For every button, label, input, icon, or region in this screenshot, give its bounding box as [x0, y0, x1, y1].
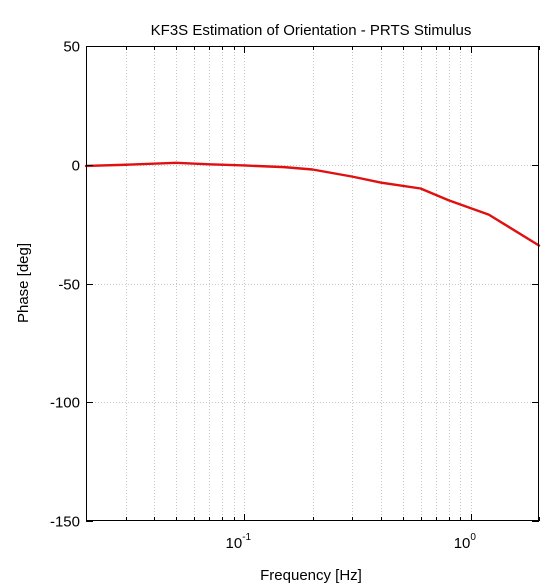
plot-frame — [86, 46, 539, 521]
plot-area — [86, 46, 539, 521]
x-axis-label: Frequency [Hz] — [260, 567, 362, 584]
phase-series-line — [84, 161, 541, 247]
y-tick-label: 50 — [63, 39, 80, 56]
grid — [86, 46, 539, 521]
y-axis-label: Phase [deg] — [15, 243, 32, 323]
chart-title: KF3S Estimation of Orientation - PRTS St… — [151, 22, 472, 39]
y-tick-label: -150 — [50, 514, 80, 531]
x-tick-label: 10-1 — [226, 532, 252, 552]
y-tick-label: -50 — [58, 277, 80, 294]
ticks: 50 0 -50 -100 -150 10-1 100 — [50, 39, 540, 552]
x-tick-label: 100 — [454, 532, 477, 552]
y-tick-label: -100 — [50, 395, 80, 412]
y-tick-label: 0 — [72, 158, 80, 175]
series-layer — [84, 161, 541, 247]
